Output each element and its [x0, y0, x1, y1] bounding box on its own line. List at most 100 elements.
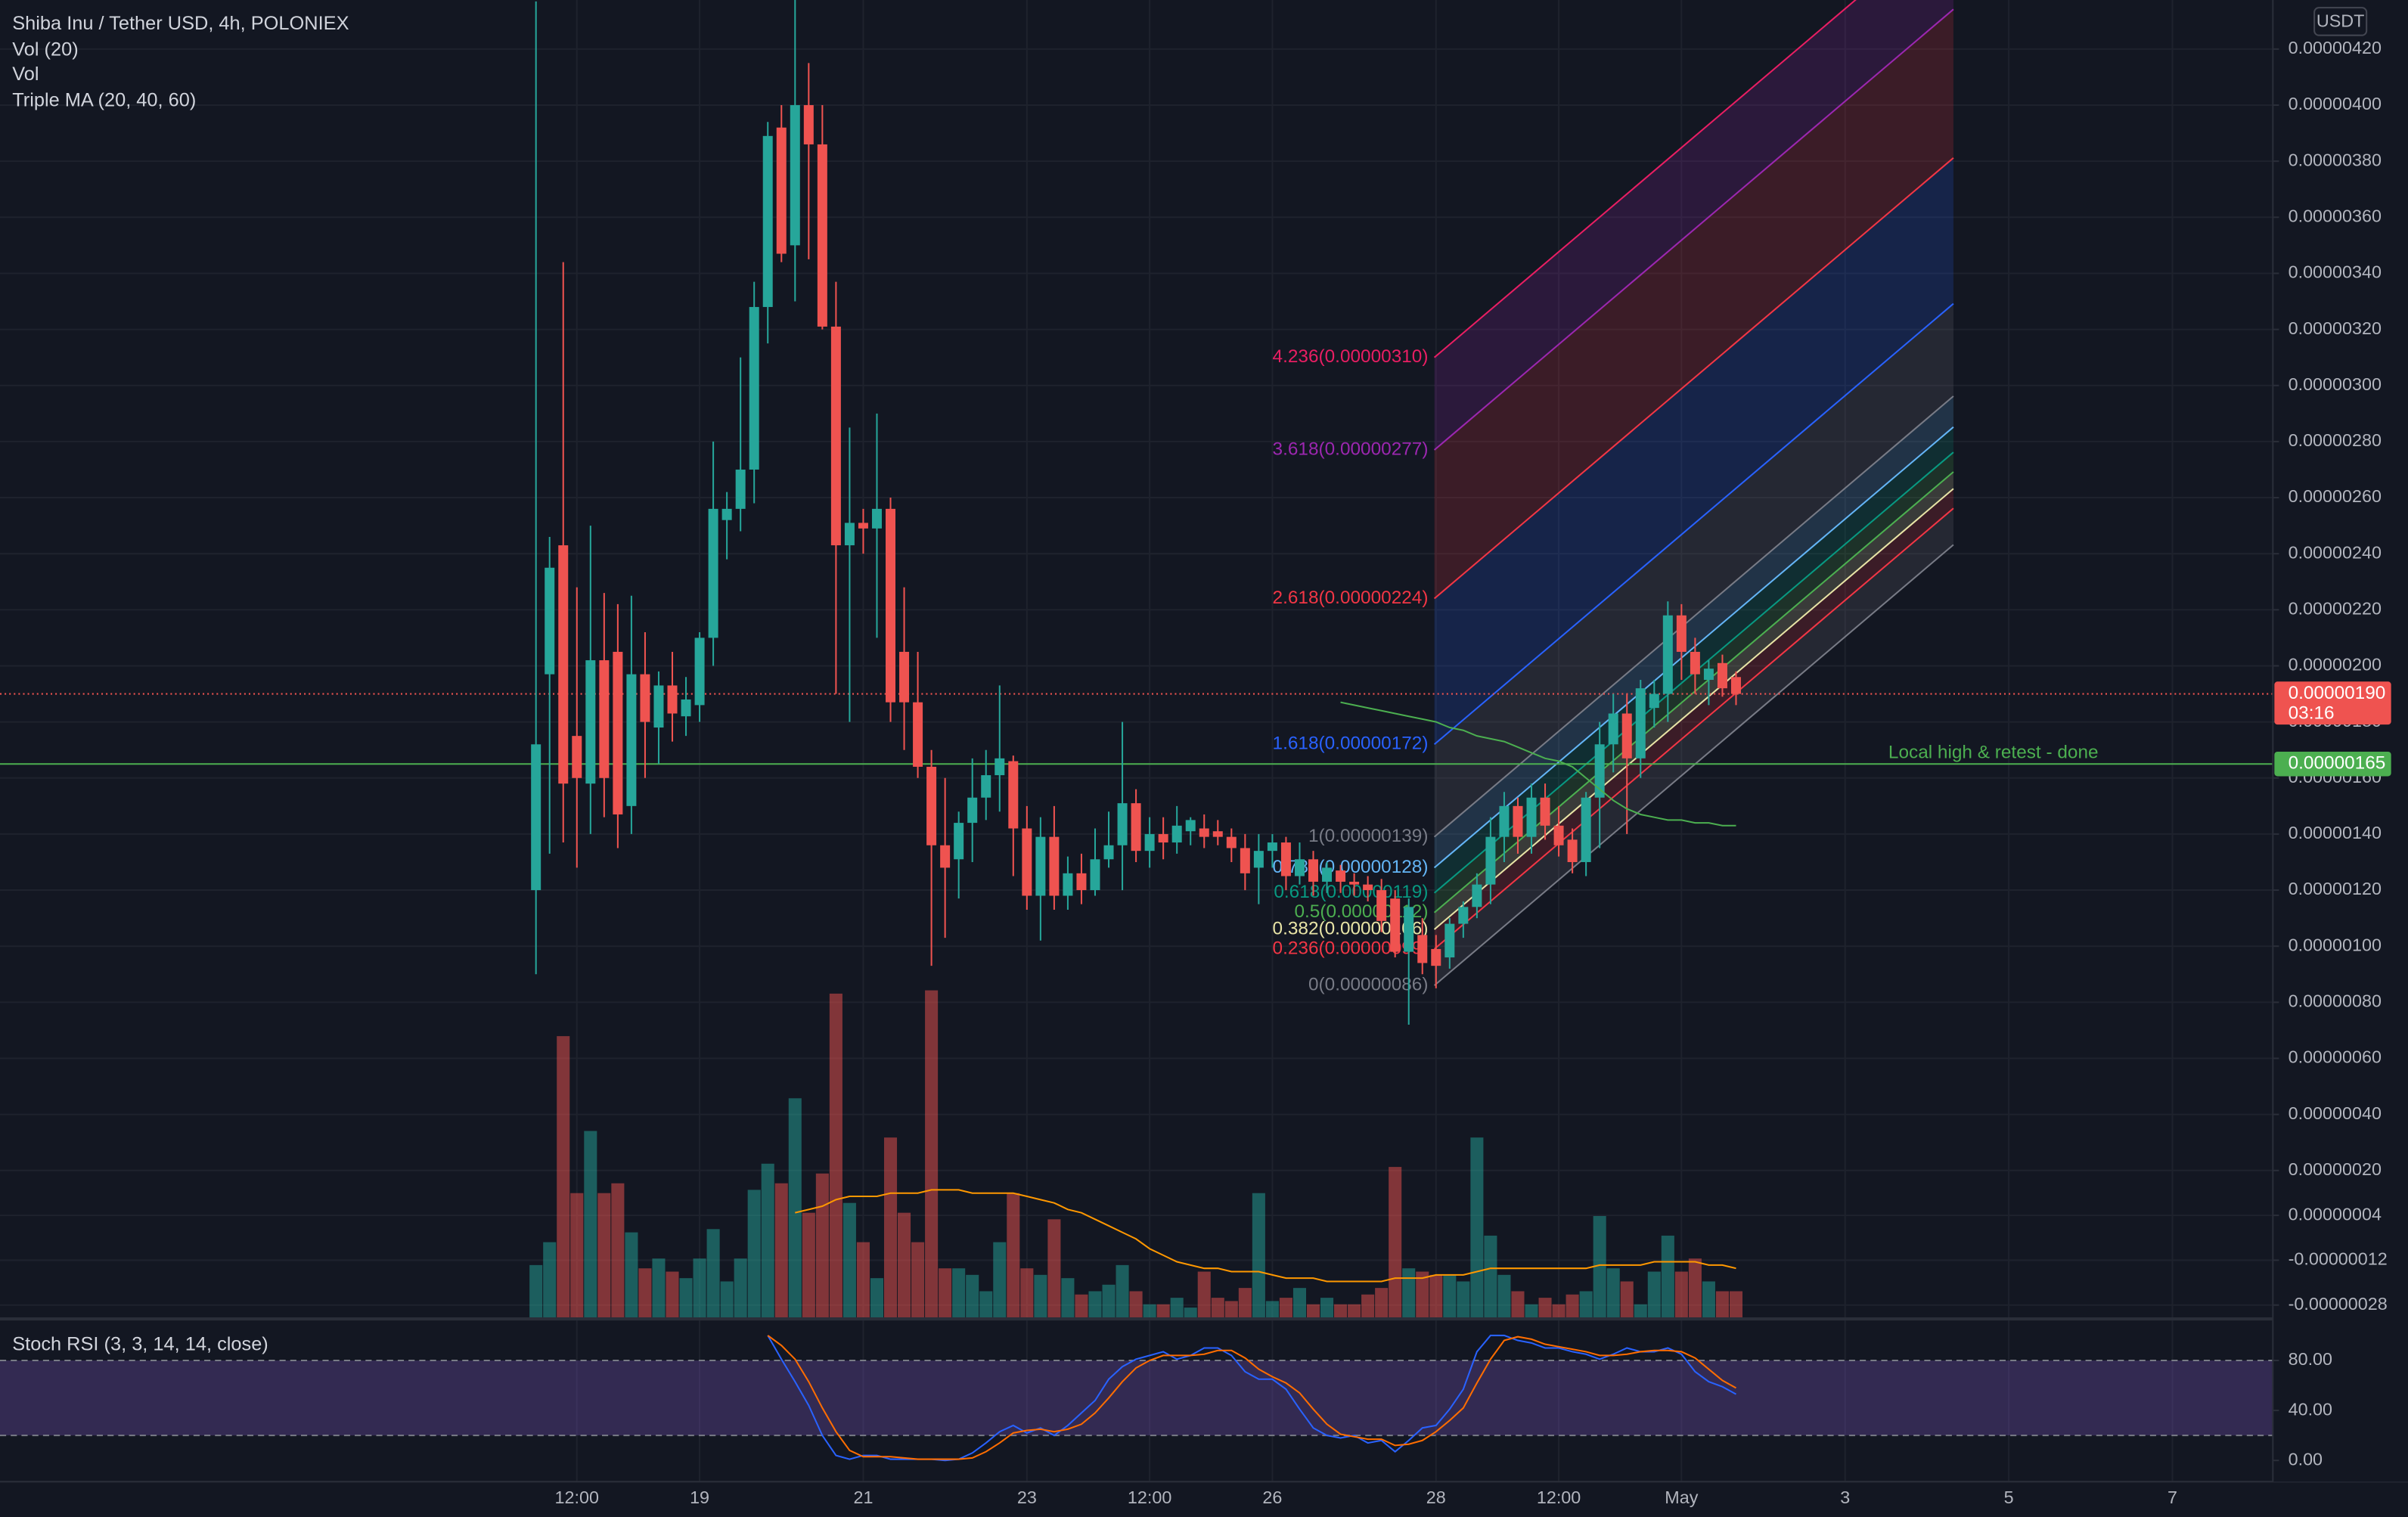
- volume-bar: [1320, 1298, 1334, 1318]
- candle-body: [1717, 662, 1727, 689]
- volume-bar: [747, 1190, 761, 1318]
- volume-bar: [543, 1242, 557, 1318]
- candle-body: [1008, 761, 1019, 829]
- y-tick-label: 0.00000340: [2289, 262, 2382, 282]
- volume-bar: [706, 1229, 720, 1318]
- candle-body: [1240, 848, 1250, 873]
- x-tick-label: 26: [1262, 1488, 1282, 1507]
- candle-body: [531, 744, 541, 891]
- volume-bar: [1170, 1298, 1184, 1318]
- volume-bar: [939, 1268, 952, 1318]
- candle-body: [1499, 805, 1510, 837]
- candle-body: [626, 674, 637, 806]
- candle-body: [585, 660, 596, 784]
- candle-body: [1458, 907, 1469, 924]
- volume-bar: [1457, 1281, 1470, 1318]
- y-tick-label: 0.00000260: [2289, 486, 2382, 506]
- volume-bar: [1416, 1271, 1429, 1318]
- candle-body: [1022, 828, 1032, 896]
- candle-body: [1662, 615, 1673, 694]
- y-tick-label: 0.00000280: [2289, 430, 2382, 450]
- volume-bar: [557, 1036, 570, 1318]
- volume-bar: [720, 1281, 734, 1318]
- volume-bar: [1620, 1281, 1634, 1318]
- y-tick-label: 0.00000300: [2289, 374, 2382, 394]
- candle-body: [1117, 803, 1128, 845]
- candle-body: [803, 105, 814, 144]
- volume-bar: [1007, 1193, 1020, 1318]
- candle-body: [1336, 870, 1346, 882]
- candle-body: [1594, 744, 1605, 798]
- volume-bar: [1538, 1298, 1552, 1318]
- fib-zone: [1434, 157, 1953, 745]
- candle-body: [1404, 907, 1414, 952]
- y-tick-label: 0.00000240: [2289, 542, 2382, 562]
- volume-bar: [1075, 1294, 1088, 1318]
- volume-bar: [1429, 1274, 1443, 1318]
- candle-body: [1417, 935, 1428, 963]
- price-tag-label: 0.00000165: [2289, 753, 2386, 774]
- price-tag-timer: 03:16: [2289, 703, 2335, 723]
- candle-body: [981, 775, 991, 798]
- candle-body: [1212, 831, 1223, 837]
- candle-body: [681, 699, 691, 717]
- candle-body: [572, 736, 582, 778]
- indicator-label: Triple MA (20, 40, 60): [12, 90, 196, 111]
- volume-bar: [1715, 1291, 1729, 1318]
- volume-bar: [1292, 1288, 1306, 1318]
- volume-bar: [925, 990, 939, 1318]
- candle-body: [1063, 873, 1073, 896]
- fib-zone: [1434, 9, 1953, 599]
- volume-bar: [1156, 1304, 1170, 1318]
- volume-bar: [693, 1258, 706, 1318]
- y-tick-label: 0.00000380: [2289, 150, 2382, 169]
- fib-line: [1433, 544, 1954, 986]
- volume-bar: [1047, 1219, 1061, 1318]
- candle-body: [1730, 677, 1741, 694]
- volume-bar: [584, 1131, 597, 1318]
- candle-body: [613, 651, 623, 814]
- fib-zone: [1434, 472, 1953, 929]
- candle-body: [1472, 884, 1482, 907]
- volume-bar: [1647, 1271, 1661, 1318]
- stoch-line: [767, 1335, 1736, 1460]
- volume-bar: [952, 1268, 966, 1318]
- fib-line: [1433, 471, 1954, 914]
- x-tick-label: May: [1665, 1488, 1698, 1507]
- fib-zone: [1434, 303, 1953, 837]
- x-tick-label: 28: [1426, 1488, 1446, 1507]
- volume-bar: [1375, 1288, 1389, 1318]
- volume-bar: [842, 1202, 856, 1318]
- volume-bar: [1348, 1304, 1361, 1318]
- fib-label: 0(0.00000086): [1308, 975, 1428, 995]
- candle-body: [1144, 833, 1155, 852]
- fib-label: 2.618(0.00000224): [1273, 588, 1429, 608]
- fib-label: 0.236(0.00000099): [1273, 938, 1429, 958]
- volume-bar: [1593, 1215, 1606, 1318]
- volume-bar: [1702, 1281, 1715, 1318]
- fib-line: [1433, 157, 1954, 600]
- volume-bar: [679, 1278, 693, 1318]
- candle-body: [1199, 828, 1209, 837]
- volume-bar: [1634, 1304, 1647, 1318]
- y-tick-label: 0.00000420: [2289, 38, 2382, 57]
- candle-body: [830, 326, 841, 546]
- fib-label: 1(0.00000139): [1308, 826, 1428, 846]
- volume-bar: [1688, 1258, 1702, 1318]
- volume-bar: [1020, 1268, 1034, 1318]
- y-tick-label: 40.00: [2289, 1399, 2332, 1419]
- volume-bar: [1361, 1294, 1375, 1318]
- volume-bar: [1211, 1298, 1224, 1318]
- volume-bar: [966, 1274, 979, 1318]
- y-tick-label: 0.00000400: [2289, 94, 2382, 113]
- fib-zone: [1434, 0, 1953, 451]
- volume-bar: [1265, 1301, 1279, 1318]
- candle-body: [790, 105, 800, 246]
- candle-body: [899, 651, 910, 703]
- candle-body: [954, 823, 964, 860]
- volume-bar: [993, 1242, 1007, 1318]
- price-tag: [2274, 681, 2391, 725]
- fib-line: [1433, 426, 1954, 869]
